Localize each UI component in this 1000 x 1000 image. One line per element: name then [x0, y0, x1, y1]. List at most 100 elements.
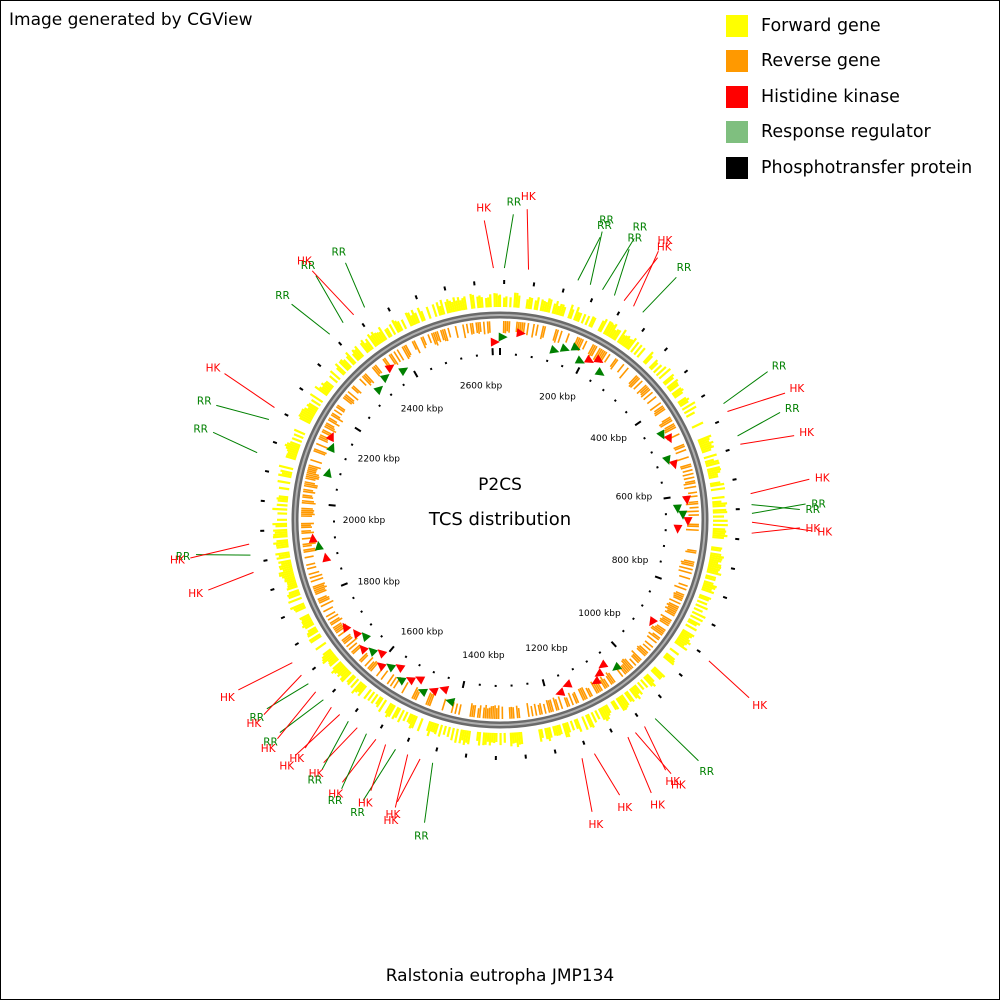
reverse-gene-mark [649, 402, 662, 412]
reverse-gene-mark [313, 448, 327, 455]
reverse-gene-mark [681, 562, 694, 567]
reverse-gene-mark [689, 506, 699, 509]
forward-gene-mark [378, 331, 386, 342]
callout-line [345, 262, 366, 308]
forward-gene-mark [547, 299, 553, 313]
ruler-tick [352, 596, 355, 600]
ruler-label: 800 kbp [612, 556, 649, 566]
forward-gene-mark [402, 711, 409, 722]
reverse-gene-mark [304, 555, 314, 559]
reverse-gene-mark [320, 599, 334, 608]
ruler-tick [598, 651, 602, 654]
forward-gene-mark [377, 699, 388, 713]
forward-gene-mark [384, 702, 393, 714]
reverse-gene-mark [592, 347, 601, 361]
hk-marker [439, 685, 450, 695]
forward-gene-mark [370, 331, 381, 345]
forward-gene-mark [367, 691, 376, 702]
forward-gene-mark [301, 615, 311, 622]
reverse-gene-mark [359, 378, 367, 387]
ruler-tick [380, 634, 384, 638]
callout-line [751, 521, 812, 532]
reverse-gene-mark [307, 468, 317, 472]
forward-gene-mark [590, 711, 598, 723]
rr-marker [549, 345, 560, 354]
reverse-gene-mark [587, 343, 595, 355]
forward-gene-mark [384, 703, 395, 718]
ruler-label: 600 kbp [616, 492, 653, 502]
forward-gene-mark [484, 732, 488, 745]
forward-gene-mark [700, 443, 712, 450]
reverse-gene-mark [563, 697, 569, 708]
reverse-gene-mark [374, 364, 383, 374]
forward-gene-mark [705, 574, 717, 580]
reverse-gene-mark [616, 363, 625, 373]
callout-line [751, 503, 806, 514]
rr-label: RR [193, 423, 208, 435]
forward-gene-mark [286, 579, 297, 584]
reverse-gene-mark [652, 632, 661, 640]
reverse-gene-mark [439, 329, 445, 341]
outer-tick [711, 623, 716, 627]
forward-gene-mark [708, 475, 719, 480]
reverse-gene-mark [678, 574, 691, 580]
forward-gene-mark [712, 535, 725, 540]
reverse-gene-mark [661, 616, 671, 624]
forward-gene-mark [623, 338, 632, 348]
reverse-gene-mark [685, 550, 697, 554]
forward-gene-mark [554, 725, 559, 737]
reverse-gene-mark [537, 704, 542, 716]
reverse-gene-mark [302, 496, 314, 500]
reverse-gene-mark [678, 569, 692, 575]
rr-label: RR [633, 222, 648, 234]
hk-marker [376, 662, 387, 672]
hk-label: HK [790, 383, 806, 395]
hk-marker [322, 552, 332, 563]
forward-gene-mark [366, 333, 378, 348]
center-subtitle: TCS distribution [428, 509, 571, 530]
rr-marker [498, 332, 508, 342]
forward-gene-mark [688, 618, 701, 626]
forward-gene-mark [712, 504, 726, 508]
forward-gene-mark [330, 662, 344, 675]
reverse-gene-mark [301, 529, 311, 533]
reverse-gene-mark [590, 345, 598, 357]
reverse-gene-mark [639, 385, 649, 394]
ruler-label: 2200 kbp [358, 454, 401, 464]
forward-gene-mark [478, 295, 482, 308]
rr-label: RR [328, 795, 343, 807]
rr-label: RR [414, 830, 429, 842]
forward-gene-mark [678, 633, 691, 643]
reverse-gene-mark [603, 678, 610, 688]
reverse-gene-mark [659, 619, 670, 627]
reverse-gene-mark [642, 643, 651, 651]
hk-label: HK [617, 802, 633, 814]
reverse-gene-mark [360, 654, 369, 663]
forward-gene-mark [561, 306, 567, 317]
forward-gene-mark [616, 329, 627, 344]
forward-gene-mark [559, 304, 565, 317]
forward-gene-mark [306, 627, 318, 636]
forward-gene-mark [698, 437, 710, 444]
reverse-gene-mark [588, 344, 596, 357]
outer-tick [414, 294, 418, 300]
callout-line [635, 732, 672, 775]
forward-gene-mark [687, 619, 698, 627]
reverse-gene-mark [302, 544, 312, 548]
reverse-gene-mark [414, 691, 420, 701]
ruler-label: 1400 kbp [462, 651, 505, 661]
forward-gene-mark [712, 510, 728, 514]
outer-tick [361, 322, 366, 328]
forward-gene-mark [618, 695, 629, 709]
reverse-gene-mark [581, 340, 588, 350]
forward-gene-mark [396, 320, 404, 332]
callout-line [362, 749, 396, 801]
reverse-gene-mark [553, 329, 560, 343]
reverse-gene-mark [335, 406, 345, 413]
callout-line [341, 733, 367, 790]
reverse-gene-mark [674, 584, 687, 591]
ruler-tick [339, 473, 342, 476]
callout-line [263, 674, 302, 715]
reverse-gene-mark [535, 324, 539, 336]
reverse-gene-mark [323, 606, 334, 613]
